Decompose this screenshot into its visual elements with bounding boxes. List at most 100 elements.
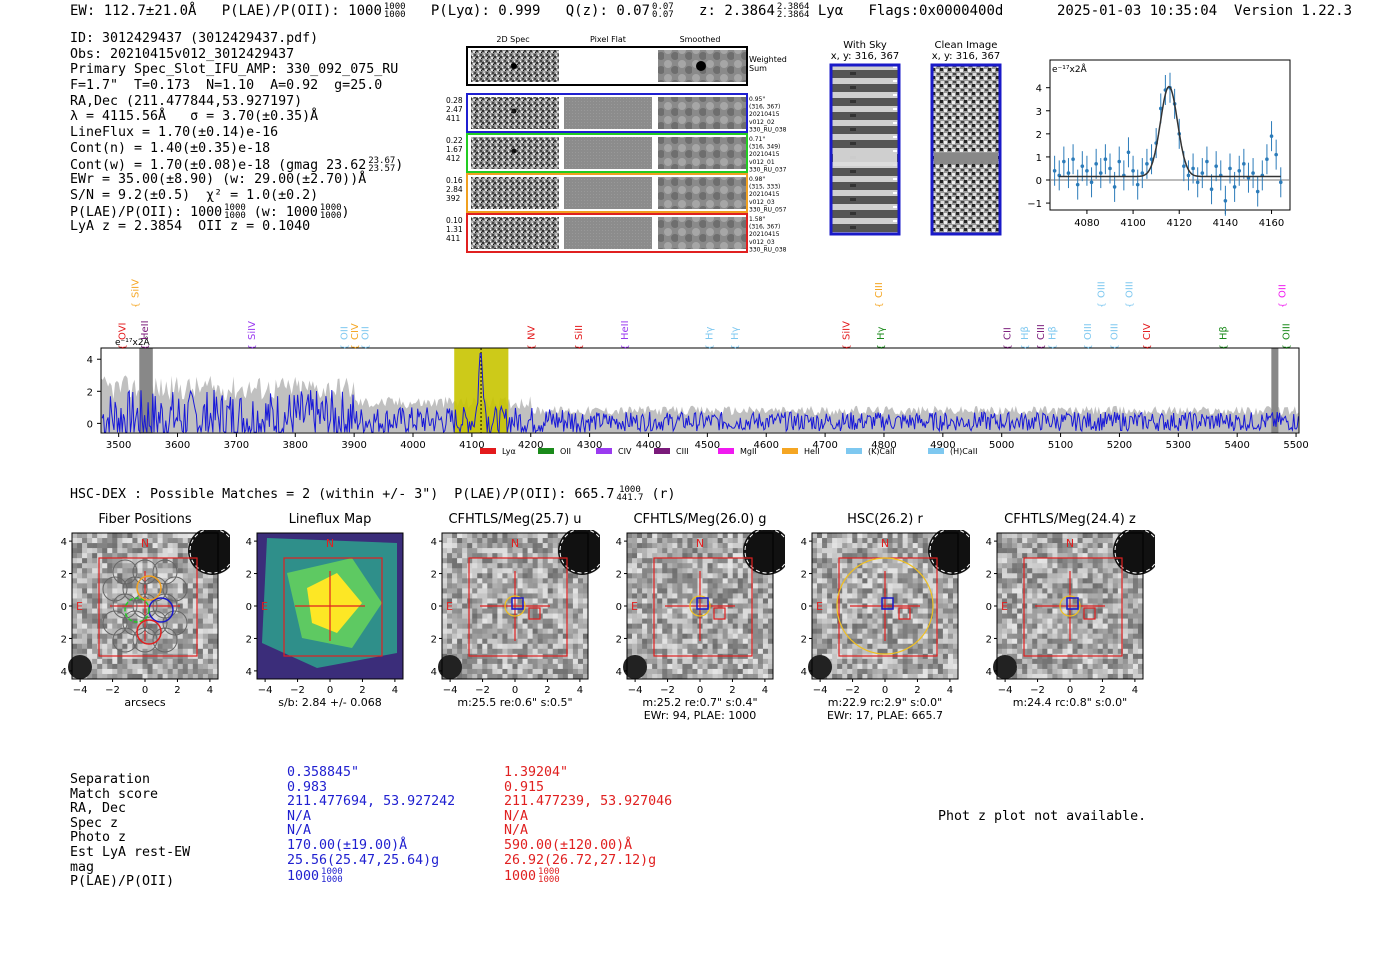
- cutout-caption-2: m:25.5 re:0.6" s:0.5": [457, 696, 573, 709]
- zoom-point: [1182, 164, 1186, 168]
- svg-text:CIV: CIV: [618, 447, 632, 456]
- svg-text:2: 2: [1099, 685, 1105, 696]
- zoom-point: [1052, 168, 1057, 173]
- cutout-caption-0: arcsecs: [124, 696, 166, 709]
- col-title-flat: Pixel Flat: [590, 35, 626, 44]
- svg-text:2: 2: [729, 685, 735, 696]
- zoom-fit-curve: [1059, 85, 1281, 178]
- svg-text:−2: −2: [985, 634, 992, 645]
- svg-text:4: 4: [577, 685, 583, 696]
- svg-text:−2: −2: [1030, 685, 1045, 696]
- full-spectrum-chart: e⁻¹⁷x2Å 0 2 4 3500 3600 3700 3800 3900 4000 4100 42…: [87, 279, 1309, 456]
- svg-text:4: 4: [61, 537, 67, 548]
- east-label: E: [1001, 600, 1008, 613]
- fiber-row-3-left-2: 392: [446, 194, 461, 203]
- clean-image: [930, 63, 1002, 236]
- match1-radec: 211.477694, 53.927242: [287, 794, 456, 810]
- spectrum-masked-region: [1271, 348, 1279, 433]
- fiber-row-3-right-0: 0.98": [749, 176, 765, 183]
- zoom-point: [1098, 171, 1103, 175]
- north-label: N: [696, 537, 704, 550]
- svg-text:{: {: [1111, 344, 1121, 350]
- match1-specz: N/A: [287, 808, 312, 824]
- match1-mag: 25.56(25.47,25.64)g: [287, 852, 440, 868]
- svg-text:{: {: [877, 344, 887, 350]
- spectrum-xtick-label: 4400: [636, 440, 661, 451]
- header-z-range: 2.3864 2.3864: [776, 2, 810, 20]
- svg-text:−4: −4: [430, 667, 437, 678]
- emission-line-hβ: Hβ {: [1048, 326, 1059, 350]
- zoom-axes-frame: [1049, 59, 1291, 211]
- zoom-ytick-label: 3: [1036, 107, 1042, 118]
- zoom-point: [1135, 182, 1140, 187]
- svg-text:2: 2: [431, 570, 437, 581]
- svg-text:SiIV: SiIV: [247, 321, 258, 340]
- emission-line-civ: CIV {: [350, 323, 361, 350]
- match2-specz: N/A: [504, 808, 529, 824]
- fiber-row-1-left-2: 411: [446, 114, 461, 123]
- svg-text:{: {: [362, 344, 372, 350]
- svg-text:CIV: CIV: [350, 323, 361, 340]
- svg-text:CIV: CIV: [1142, 323, 1153, 340]
- svg-text:CIII: CIII: [874, 282, 885, 298]
- svg-text:4: 4: [762, 685, 768, 696]
- zoom-ytick-label: 0: [1036, 176, 1042, 187]
- fiber-row-1-right-1: (316, 367): [749, 104, 780, 111]
- svg-text:2: 2: [61, 570, 67, 581]
- zoom-point: [1237, 168, 1242, 173]
- svg-text:OIII: OIII: [1083, 323, 1094, 340]
- svg-text:Hβ: Hβ: [1048, 326, 1059, 340]
- match1-separation: 0.358845": [287, 765, 360, 780]
- svg-text:Hγ: Hγ: [876, 326, 887, 340]
- svg-text:0: 0: [801, 602, 807, 613]
- detail-lineflux: LineFlux = 1.70(±0.14)e-16: [70, 125, 279, 141]
- col-title-smooth: Smoothed: [680, 35, 721, 44]
- header-version: Version 1.22.3: [1234, 3, 1353, 19]
- zoom-point: [1200, 171, 1205, 175]
- zoom-point: [1191, 166, 1195, 171]
- spectrum-xtick-label: 3700: [224, 440, 249, 451]
- legend-item: HeII: [782, 447, 820, 456]
- svg-text:{: {: [843, 344, 853, 350]
- svg-text:{: {: [1219, 344, 1229, 350]
- label-plae: P(LAE)/P(OII): [70, 874, 175, 890]
- with-sky-title: With Sky: [843, 40, 887, 51]
- spectrum-xtick-label: 3600: [165, 440, 190, 451]
- cutout-image-4: N E −4 −4 −2 −2 0 0 2 2 4 4: [800, 530, 970, 696]
- svg-text:4: 4: [431, 537, 437, 548]
- fiber-row-2-left-2: 412: [446, 154, 461, 163]
- zoom-point: [1158, 106, 1163, 111]
- zoom-point: [1066, 171, 1071, 175]
- svg-text:0: 0: [431, 602, 437, 613]
- zoom-ytick-label: 2: [1036, 130, 1042, 141]
- zoom-point: [1274, 152, 1278, 157]
- emission-line-siiv: SiIV {: [842, 321, 853, 350]
- emission-line-hγ: Hγ {: [705, 326, 716, 350]
- header-plya: P(Lyα): 0.999: [430, 3, 541, 19]
- svg-text:{: {: [706, 344, 716, 350]
- emission-line-oiii: OIII {: [1110, 323, 1121, 350]
- cutout-caption-4: m:22.9 rc:2.9" s:0.0": [827, 696, 943, 709]
- emission-line-hβ: Hβ {: [1218, 326, 1229, 350]
- detail-primary: Primary Spec_Slot_IFU_AMP: 330_092_075_R…: [70, 62, 399, 78]
- emission-line-nv: NV {: [527, 326, 538, 350]
- zoom-point: [1214, 164, 1218, 168]
- svg-text:−4: −4: [985, 667, 992, 678]
- svg-text:4: 4: [1132, 685, 1138, 696]
- spectrum-ytick-label: 4: [87, 355, 93, 366]
- svg-text:4: 4: [392, 685, 398, 696]
- svg-text:4: 4: [207, 685, 213, 696]
- match2-separation: 1.39204": [504, 765, 569, 780]
- svg-text:OII: OII: [560, 447, 571, 456]
- spectrum-xtick-label: 4700: [812, 440, 837, 451]
- label-mag: mag: [70, 859, 95, 875]
- cutout-image-0: N E −4 −4 −2 −2 0 0 2 2 4 4: [60, 530, 230, 696]
- svg-text:MgII: MgII: [740, 447, 757, 456]
- svg-text:{: {: [119, 344, 129, 350]
- fiber-row-3-right-4: 330_RU_057: [749, 206, 787, 213]
- svg-text:OIII: OIII: [1281, 323, 1292, 340]
- svg-text:4: 4: [947, 685, 953, 696]
- zoom-point: [1242, 162, 1246, 166]
- zoom-point: [1075, 182, 1080, 187]
- spectrum-xtick-label: 4300: [577, 440, 602, 451]
